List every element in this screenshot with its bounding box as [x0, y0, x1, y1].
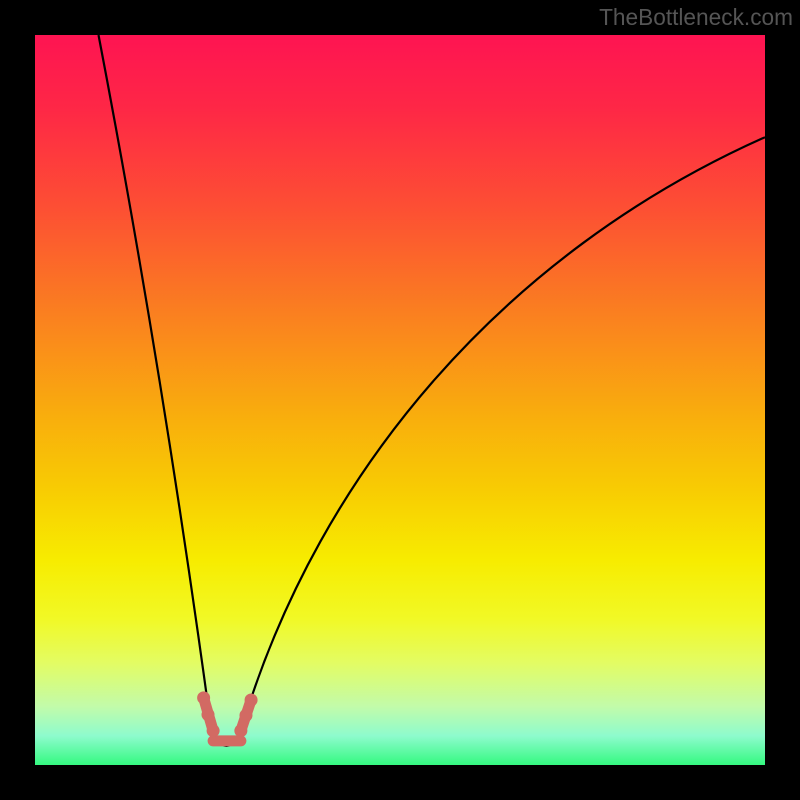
watermark-text: TheBottleneck.com [599, 4, 793, 31]
minimum-marker-dot-right-2 [245, 694, 258, 707]
plot-gradient-background [35, 35, 765, 765]
minimum-marker-dot-left-0 [197, 691, 210, 704]
chart-svg [0, 0, 800, 800]
minimum-marker-dot-left-2 [207, 724, 220, 737]
minimum-marker-dot-left-1 [202, 708, 215, 721]
minimum-marker-dot-right-1 [239, 709, 252, 722]
minimum-marker-dot-right-0 [234, 724, 247, 737]
chart-stage: TheBottleneck.com [0, 0, 800, 800]
